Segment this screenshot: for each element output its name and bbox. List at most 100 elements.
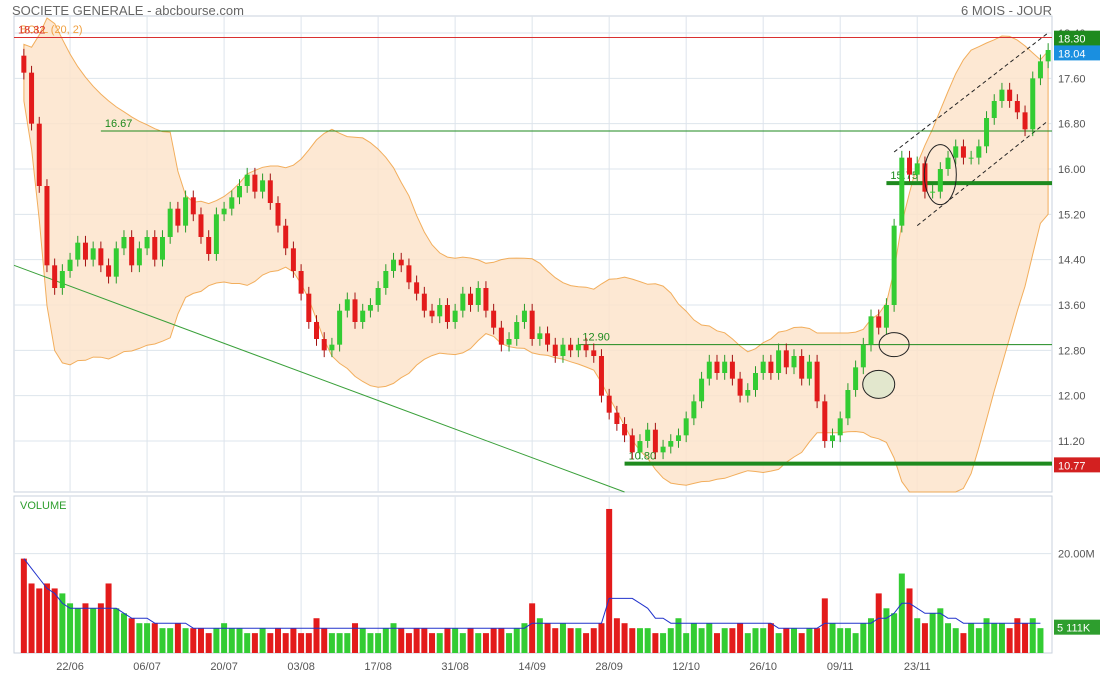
volume-bar	[167, 628, 174, 653]
bollinger-label: BOLL (20, 2)	[20, 24, 83, 36]
candle	[521, 310, 527, 322]
candle	[321, 339, 327, 351]
candle	[799, 356, 805, 379]
volume-last-badge-text: 5 111K	[1057, 623, 1091, 635]
y-tick-label: 14.40	[1058, 255, 1086, 267]
candle	[583, 344, 589, 351]
candle	[745, 390, 751, 396]
volume-bar	[367, 633, 374, 653]
candle	[722, 361, 728, 373]
candle	[752, 373, 758, 390]
candle	[822, 401, 828, 441]
volume-bar	[636, 628, 643, 653]
candle	[1022, 112, 1028, 130]
volume-bar	[883, 608, 890, 653]
x-tick-label: 20/07	[210, 661, 238, 673]
volume-bar	[213, 628, 220, 653]
volume-bar	[74, 608, 81, 653]
volume-bar	[251, 633, 258, 653]
volume-bar	[275, 628, 281, 653]
volume-bar	[744, 633, 751, 653]
period-label: 6 MOIS - JOUR	[960, 3, 1052, 18]
candle	[144, 237, 150, 249]
volume-bar	[698, 628, 705, 653]
volume-bar	[567, 628, 574, 653]
candle	[1037, 61, 1043, 79]
volume-bar	[606, 508, 613, 653]
candle	[537, 333, 543, 339]
volume-bar	[151, 623, 158, 653]
last-price-badge	[1054, 45, 1100, 61]
y-tick-label: 16.80	[1058, 119, 1086, 131]
candle	[806, 361, 812, 379]
volume-bar	[36, 588, 43, 653]
candle	[375, 288, 381, 305]
y-tick-label: 13.60	[1058, 300, 1086, 312]
y-tick-label: 17.60	[1058, 73, 1086, 85]
volume-bar	[298, 633, 305, 653]
volume-bar	[282, 633, 289, 653]
volume-bar	[675, 618, 682, 653]
volume-bar	[559, 623, 566, 653]
volume-average-line	[23, 558, 1041, 629]
candle	[444, 305, 450, 322]
candle	[344, 299, 350, 311]
candle	[367, 305, 373, 311]
volume-bar	[221, 623, 228, 653]
volume-bar	[174, 623, 181, 653]
candle	[298, 271, 304, 294]
candle	[868, 316, 874, 345]
volume-bar	[375, 633, 382, 653]
volume-bar	[228, 628, 235, 653]
candle	[136, 248, 142, 266]
volume-bar	[621, 623, 628, 653]
candle	[907, 157, 913, 175]
volume-bar	[683, 633, 690, 653]
candle	[113, 248, 119, 277]
volume-bar	[983, 618, 990, 653]
candle	[883, 305, 889, 328]
volume-bar	[598, 623, 605, 653]
volume-bar	[629, 628, 636, 653]
x-tick-label: 22/06	[56, 661, 84, 673]
volume-bar	[1022, 623, 1029, 653]
candle	[421, 293, 427, 311]
candle	[568, 344, 574, 351]
candle	[814, 361, 820, 402]
low-price-badge	[1054, 457, 1100, 473]
candle	[491, 310, 497, 328]
volume-bar	[482, 633, 489, 653]
volume-bar	[43, 583, 50, 653]
y-tick-label: 12.00	[1058, 391, 1086, 403]
candle	[337, 310, 343, 345]
volume-bar	[467, 628, 474, 653]
volume-bar	[875, 593, 882, 653]
volume-bar	[852, 633, 859, 653]
volume-bar	[590, 628, 597, 653]
volume-bar	[998, 623, 1005, 653]
x-tick-label: 06/07	[133, 661, 161, 673]
candle	[52, 265, 58, 288]
candle	[1014, 101, 1020, 113]
candle	[960, 146, 966, 158]
candle	[845, 390, 851, 419]
high-price-badge	[1054, 30, 1100, 46]
candle	[514, 322, 520, 339]
candle	[575, 344, 581, 351]
volume-bar	[660, 633, 667, 653]
candle	[206, 237, 212, 254]
volume-bar	[975, 628, 982, 653]
volume-bar	[775, 633, 782, 653]
candle	[306, 293, 312, 322]
candle	[152, 237, 158, 260]
x-tick-label: 14/09	[518, 661, 546, 673]
candle	[352, 299, 358, 322]
volume-bar	[937, 608, 944, 653]
candle	[930, 191, 936, 193]
candle	[860, 344, 866, 368]
y-tick-label: 20.00M	[1058, 549, 1095, 561]
candle	[699, 378, 705, 402]
volume-bar	[190, 628, 197, 653]
candle	[675, 435, 681, 441]
